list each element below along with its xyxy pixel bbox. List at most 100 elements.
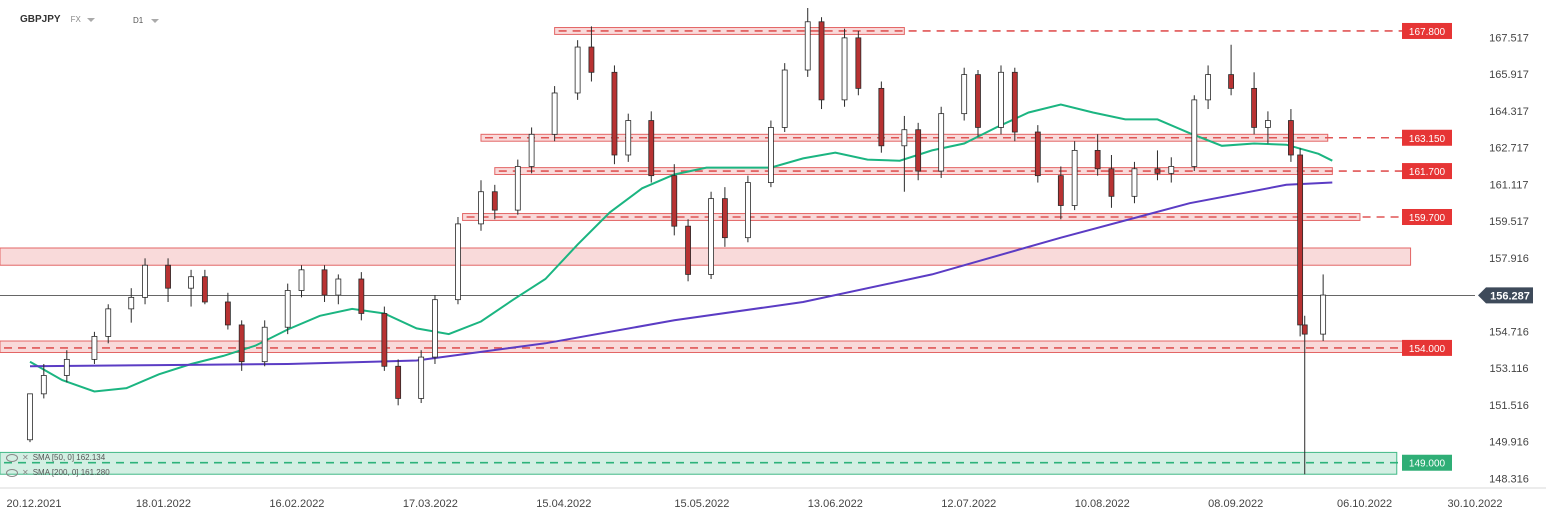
candle-49 bbox=[975, 70, 981, 137]
candle-66 bbox=[1297, 148, 1304, 337]
level-tag-6 bbox=[1402, 454, 1452, 471]
level-tag-label-0: 167.800 bbox=[1409, 27, 1446, 38]
candle-26 bbox=[528, 127, 535, 174]
candle-31 bbox=[625, 113, 632, 162]
candle-body bbox=[588, 46, 595, 73]
candle-59 bbox=[1168, 157, 1175, 183]
x-tick-label-10: 06.10.2022 bbox=[1337, 498, 1392, 510]
level-tag-0 bbox=[1402, 22, 1452, 39]
candle-45 bbox=[901, 115, 908, 192]
candle-body bbox=[998, 71, 1004, 128]
x-tick-label-8: 10.08.2022 bbox=[1075, 498, 1130, 510]
candle-body bbox=[901, 129, 908, 147]
candle-body bbox=[551, 92, 558, 135]
symbol-label: GBPJPY bbox=[20, 14, 61, 25]
candle-body bbox=[1301, 324, 1308, 335]
candle-body bbox=[611, 71, 618, 156]
candle-body bbox=[491, 191, 498, 211]
candle-50 bbox=[998, 65, 1004, 135]
candle-16 bbox=[335, 274, 342, 305]
candle-28 bbox=[574, 40, 581, 100]
x-tick-label-5: 15.05.2022 bbox=[674, 498, 729, 510]
candle-body bbox=[1288, 120, 1294, 156]
candle-14 bbox=[298, 265, 305, 298]
candle-60 bbox=[1191, 95, 1198, 172]
candle-52 bbox=[1034, 125, 1041, 183]
level-tag-5 bbox=[1402, 339, 1452, 356]
candle-body bbox=[528, 133, 535, 167]
level-tag-label-3: 159.700 bbox=[1409, 213, 1446, 224]
level-zone-3 bbox=[462, 213, 1361, 221]
candle-body bbox=[1320, 294, 1327, 335]
candle-43 bbox=[855, 30, 862, 96]
candle-body bbox=[40, 375, 47, 395]
x-tick-label-11: 30.10.2022 bbox=[1447, 498, 1502, 510]
candle-body bbox=[1011, 71, 1018, 133]
candle-46 bbox=[915, 122, 922, 181]
candle-body bbox=[238, 324, 245, 363]
candle-65 bbox=[1288, 109, 1294, 162]
candle-4 bbox=[105, 304, 112, 344]
candle-41 bbox=[818, 17, 825, 110]
candle-body bbox=[478, 191, 484, 225]
candle-25 bbox=[514, 159, 521, 215]
candle-2 bbox=[63, 350, 70, 383]
candle-body bbox=[432, 299, 438, 358]
candle-body bbox=[721, 198, 728, 239]
indicator-legend-sma50[interactable]: ✕ SMA [50, 0] 162.134 bbox=[6, 453, 105, 462]
candle-body bbox=[1094, 149, 1101, 170]
candle-58 bbox=[1154, 150, 1161, 181]
candle-62 bbox=[1228, 44, 1234, 96]
market-label: FX bbox=[70, 15, 81, 24]
candle-body bbox=[418, 356, 425, 399]
chevron-down-icon bbox=[86, 17, 95, 22]
candle-19 bbox=[395, 359, 402, 406]
candle-body bbox=[1057, 175, 1064, 206]
timeframe-selector[interactable]: D1 bbox=[133, 16, 160, 25]
candle-20 bbox=[418, 350, 425, 404]
candle-body bbox=[915, 129, 922, 172]
candle-body bbox=[105, 308, 112, 337]
y-tick-label-1: 165.917 bbox=[1489, 69, 1529, 81]
candle-body bbox=[855, 37, 862, 89]
level-tag-1 bbox=[1402, 129, 1452, 146]
candle-body bbox=[335, 278, 342, 296]
candle-body bbox=[804, 21, 811, 71]
symbol-selector[interactable]: GBPJPY FX bbox=[20, 14, 95, 25]
candle-body bbox=[201, 276, 208, 303]
timeframe-label: D1 bbox=[133, 16, 144, 25]
candle-6 bbox=[142, 258, 148, 305]
candle-13 bbox=[284, 283, 291, 335]
candle-67 bbox=[1301, 315, 1308, 475]
y-tick-label-5: 159.517 bbox=[1489, 216, 1529, 228]
candle-24 bbox=[491, 184, 498, 220]
candle-body bbox=[1168, 166, 1175, 174]
candle-23 bbox=[478, 180, 484, 231]
candle-body bbox=[781, 69, 788, 128]
y-tick-label-10: 151.516 bbox=[1489, 400, 1529, 412]
candle-body bbox=[878, 87, 885, 147]
x-tick-label-3: 17.03.2022 bbox=[403, 498, 458, 510]
candle-body bbox=[1131, 168, 1138, 197]
level-zone-5 bbox=[0, 340, 1421, 353]
level-tag-3 bbox=[1402, 208, 1452, 225]
x-tick-label-4: 15.04.2022 bbox=[536, 498, 591, 510]
candle-body bbox=[574, 46, 581, 94]
candle-body bbox=[128, 296, 135, 310]
level-tag-label-1: 163.150 bbox=[1409, 134, 1446, 145]
candle-body bbox=[63, 358, 70, 376]
candle-12 bbox=[261, 320, 268, 367]
candle-64 bbox=[1265, 111, 1271, 144]
candle-body bbox=[708, 198, 714, 275]
x-tick-label-9: 08.09.2022 bbox=[1208, 498, 1263, 510]
candle-body bbox=[768, 127, 774, 183]
candle-body bbox=[1154, 168, 1161, 174]
candle-33 bbox=[671, 164, 678, 236]
candle-21 bbox=[432, 295, 438, 364]
indicator-legend-sma200[interactable]: ✕ SMA [200, 0] 161.280 bbox=[6, 468, 110, 477]
candle-27 bbox=[551, 86, 558, 142]
candle-body bbox=[1108, 168, 1115, 197]
candle-40 bbox=[804, 8, 811, 77]
candle-body bbox=[514, 166, 521, 211]
